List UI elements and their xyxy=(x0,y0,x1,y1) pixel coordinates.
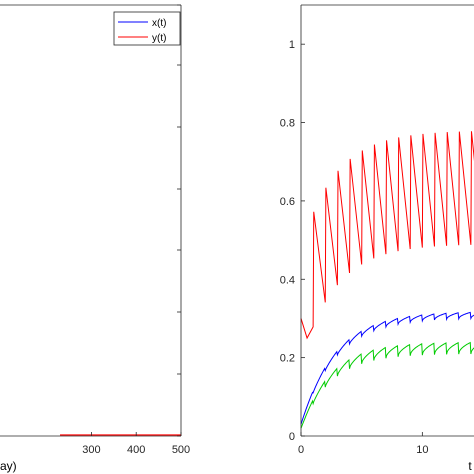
left-x-axis-label: ay) xyxy=(0,459,17,473)
right-series-line-blue xyxy=(300,311,474,425)
left-axes xyxy=(0,4,182,437)
right-x-tick-label: 10 xyxy=(416,444,428,456)
left-tick-labels: 300 400 500 xyxy=(82,444,190,456)
left-chart-panel: 300 400 500 ay) x(t) y(t) xyxy=(0,4,190,473)
legend-label-y: y(t) xyxy=(152,33,166,44)
right-y-tick-label: 0.2 xyxy=(280,353,295,365)
right-x-axis-label: t xyxy=(468,459,472,473)
left-x-tick-label: 300 xyxy=(82,444,100,456)
right-x-tick-label: 0 xyxy=(298,444,304,456)
legend-label-x: x(t) xyxy=(152,18,166,29)
left-x-tick-label: 500 xyxy=(172,444,190,456)
right-chart-panel: 00.20.40.60.8101020 t xyxy=(280,4,474,473)
right-series-layer xyxy=(300,131,474,429)
right-series-line-red xyxy=(300,131,474,340)
right-y-tick-label: 0.6 xyxy=(280,196,295,208)
right-y-tick-label: 0.8 xyxy=(280,118,295,130)
right-y-tick-label: 0.4 xyxy=(280,274,295,286)
left-x-tick-label: 400 xyxy=(127,444,145,456)
legend-box xyxy=(113,11,181,46)
right-y-tick-label: 0 xyxy=(289,431,295,443)
right-y-tick-label: 1 xyxy=(289,39,295,51)
right-tick-labels: 00.20.40.60.8101020 xyxy=(280,39,429,456)
right-series-line-green xyxy=(300,341,474,429)
legend: x(t) y(t) xyxy=(113,11,181,46)
right-axes xyxy=(300,4,474,437)
